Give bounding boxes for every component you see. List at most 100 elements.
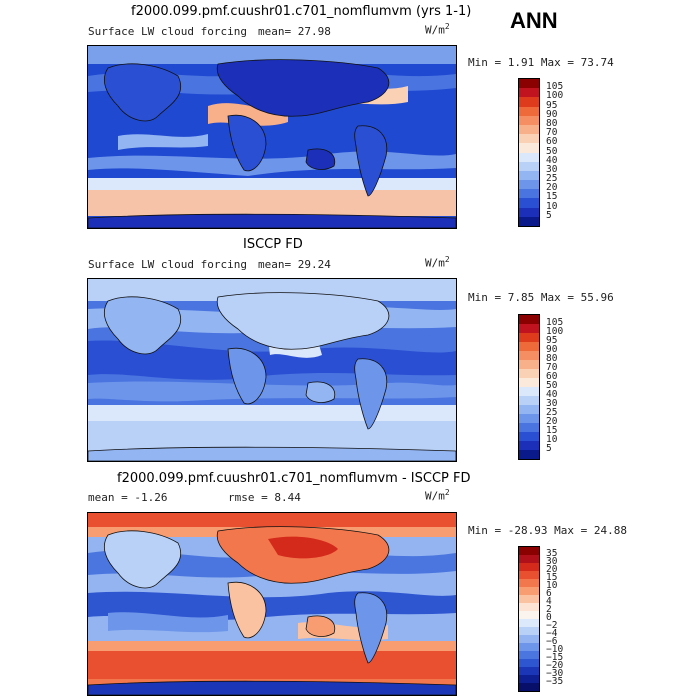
panel3-map-svg [88, 513, 456, 695]
colorbar-segment [519, 143, 539, 153]
panel2-colorbar-labels: 105 100 95 90 80 70 60 50 40 30 25 20 15 10 5 [546, 314, 586, 458]
colorbar-tick-label: 105 [546, 81, 564, 93]
colorbar-tick-label: 25 [546, 173, 558, 185]
colorbar-tick-label: 80 [546, 353, 558, 364]
colorbar-segment [519, 611, 539, 619]
colorbar-segment [519, 315, 539, 324]
colorbar-segment [519, 387, 539, 396]
panel1-minmax: Min = 1.91 Max = 73.74 [468, 56, 614, 69]
panel3-colorbar-labels: 35 30 20 15 10 6 4 2 0 −2 −4 −6 −10 −15 −20 −30 −35 [546, 546, 586, 690]
panel3-minmax: Min = -28.93 Max = 24.88 [468, 524, 627, 537]
panel3-title: f2000.099.pmf.cuushr01.c701_nomflumvm - … [117, 471, 471, 486]
colorbar-segment [519, 555, 539, 563]
panel3-colorbar [518, 546, 540, 692]
colorbar-tick-label: 25 [546, 407, 558, 418]
colorbar-tick-label: −2 [546, 620, 558, 631]
panel1-colorbar [518, 78, 540, 227]
colorbar-tick-label: 5 [546, 443, 552, 454]
colorbar-segment [519, 324, 539, 333]
panel2-field-label: Surface LW cloud forcing [88, 258, 247, 271]
colorbar-segment [519, 441, 539, 450]
colorbar-segment [519, 216, 539, 226]
colorbar-segment [519, 643, 539, 651]
colorbar-segment [519, 351, 539, 360]
colorbar-tick-label: 60 [546, 136, 558, 148]
colorbar-segment [519, 152, 539, 162]
colorbar-segment [519, 635, 539, 643]
panel2-colorbar [518, 314, 540, 460]
colorbar-tick-label: 35 [546, 548, 558, 559]
colorbar-segment [519, 667, 539, 675]
colorbar-segment [519, 134, 539, 144]
colorbar-segment [519, 423, 539, 432]
colorbar-tick-label: 70 [546, 127, 558, 139]
colorbar-segment [519, 450, 539, 459]
colorbar-segment [519, 627, 539, 635]
colorbar-tick-label: 40 [546, 154, 558, 166]
panel1-title: f2000.099.pmf.cuushr01.c701_nomflumvm (y… [131, 4, 472, 19]
colorbar-tick-label: 10 [546, 434, 558, 445]
colorbar-segment [519, 207, 539, 217]
panel3-mean: mean = -1.26 [88, 491, 168, 504]
colorbar-segment [519, 683, 539, 691]
panel2-map-svg [88, 279, 456, 461]
colorbar-tick-label: 100 [546, 326, 564, 337]
colorbar-segment [519, 106, 539, 116]
colorbar-segment [519, 124, 539, 135]
colorbar-tick-label: −30 [546, 668, 564, 679]
colorbar-segment [519, 603, 539, 611]
colorbar-segment [519, 189, 539, 199]
colorbar-tick-label: 2 [546, 604, 552, 615]
colorbar-tick-label: 30 [546, 163, 558, 175]
colorbar-tick-label: 15 [546, 425, 558, 436]
colorbar-tick-label: 6 [546, 588, 552, 599]
colorbar-tick-label: 50 [546, 145, 558, 157]
colorbar-tick-label: 30 [546, 556, 558, 567]
colorbar-segment [519, 88, 539, 98]
colorbar-tick-label: −15 [546, 652, 564, 663]
colorbar-tick-label: 15 [546, 191, 558, 203]
colorbar-segment [519, 198, 539, 208]
colorbar-tick-label: −10 [546, 644, 564, 655]
colorbar-tick-label: 70 [546, 362, 558, 373]
colorbar-segment [519, 587, 539, 595]
colorbar-tick-label: 15 [546, 572, 558, 583]
panel3-units: W/m2 [425, 488, 450, 503]
panel2-units: W/m2 [425, 255, 450, 270]
colorbar-tick-label: 10 [546, 580, 558, 591]
colorbar-tick-label: −20 [546, 660, 564, 671]
colorbar-tick-label: 40 [546, 389, 558, 400]
colorbar-segment [519, 115, 539, 125]
colorbar-tick-label: 50 [546, 380, 558, 391]
colorbar-tick-label: −35 [546, 676, 564, 687]
panel1-units: W/m2 [425, 22, 450, 37]
colorbar-segment [519, 571, 539, 579]
panel2-mean: mean= 29.24 [258, 258, 331, 271]
colorbar-tick-label: 105 [546, 317, 564, 328]
colorbar-segment [519, 651, 539, 659]
colorbar-tick-label: 60 [546, 371, 558, 382]
panel1-field-label: Surface LW cloud forcing [88, 25, 247, 38]
panel2-map [87, 278, 457, 462]
colorbar-tick-label: 5 [546, 209, 552, 221]
colorbar-segment [519, 333, 539, 342]
colorbar-segment [519, 414, 539, 423]
colorbar-tick-label: 95 [546, 335, 558, 346]
colorbar-segment [519, 360, 539, 369]
colorbar-segment [519, 97, 539, 107]
colorbar-segment [519, 659, 539, 667]
colorbar-segment [519, 405, 539, 414]
colorbar-tick-label: 30 [546, 398, 558, 409]
colorbar-segment [519, 369, 539, 378]
colorbar-tick-label: 95 [546, 99, 558, 111]
colorbar-tick-label: 80 [546, 117, 558, 129]
colorbar-tick-label: 100 [546, 90, 564, 102]
colorbar-tick-label: −4 [546, 628, 558, 639]
panel2-title: ISCCP FD [243, 237, 303, 252]
colorbar-segment [519, 170, 539, 181]
panel1-map [87, 45, 457, 229]
colorbar-tick-label: 20 [546, 416, 558, 427]
panel3-map [87, 512, 457, 696]
colorbar-segment [519, 547, 539, 555]
colorbar-segment [519, 396, 539, 405]
